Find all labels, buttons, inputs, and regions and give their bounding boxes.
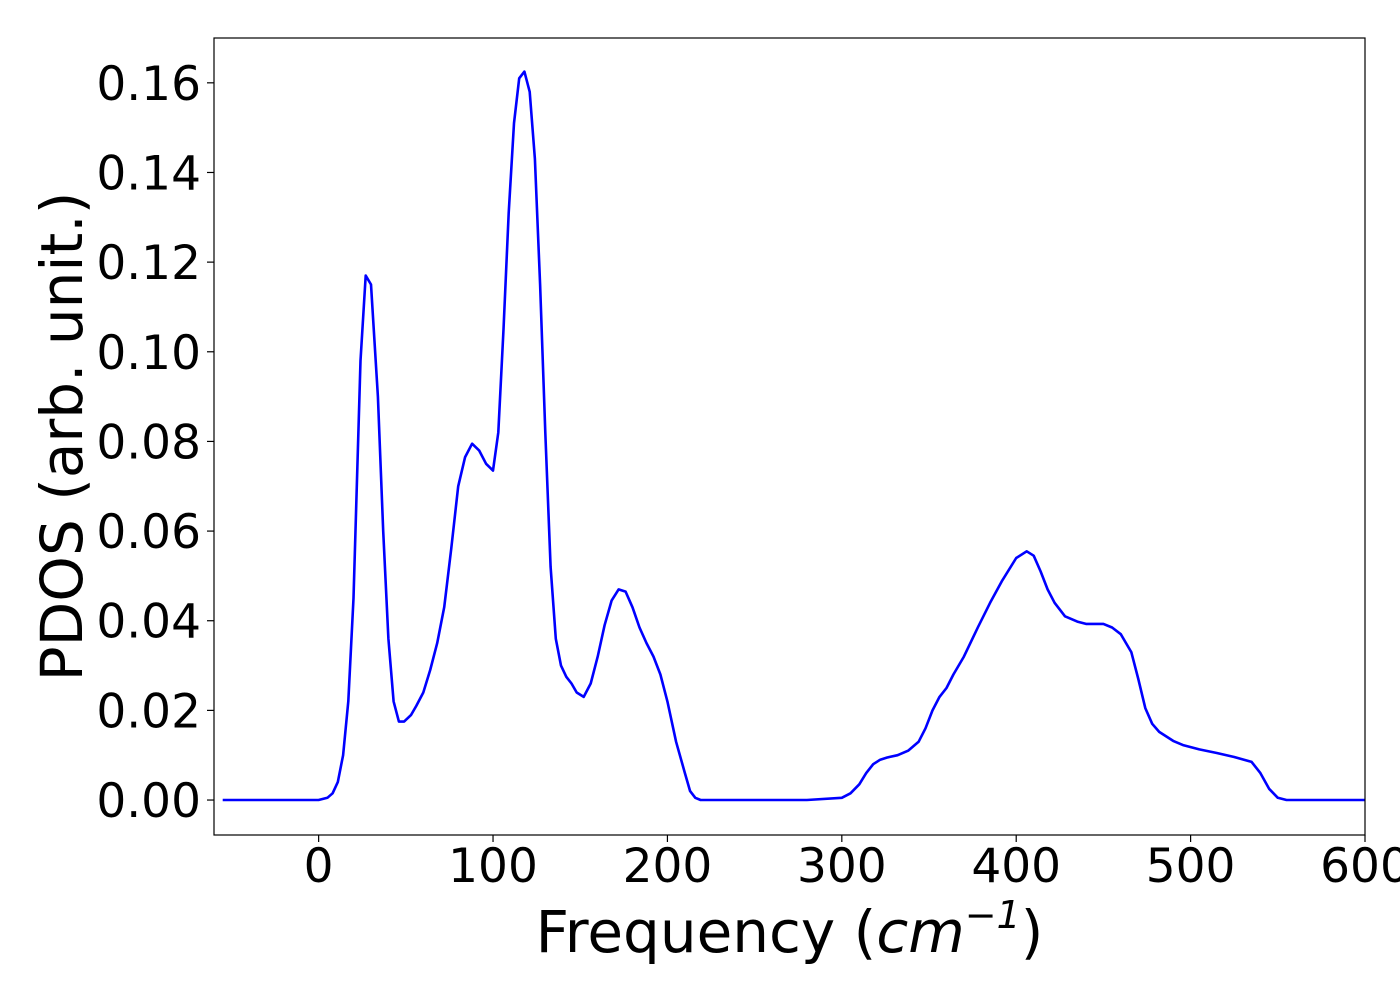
- y-tick-label: 0.08: [96, 415, 201, 470]
- x-tick-label: 100: [448, 839, 538, 894]
- y-tick-label: 0.12: [96, 236, 201, 291]
- plot-area: [222, 70, 1365, 802]
- x-tick-label: 600: [1320, 839, 1400, 894]
- x-axis-title-unit: cm: [876, 898, 964, 966]
- y-tick-label: 0.14: [96, 146, 201, 201]
- x-tick-label: 400: [971, 839, 1061, 894]
- y-axis-title: PDOS (arb. unit.): [28, 192, 96, 682]
- x-axis-title-exponent: −1: [965, 893, 1021, 937]
- x-axis-title-prefix: Frequency (: [536, 898, 877, 966]
- y-axis-ticks: 0.00 0.02 0.04 0.06 0.08 0.10 0.12 0.14 0.16: [96, 57, 214, 829]
- y-tick-label: 0.16: [96, 57, 201, 112]
- y-tick-label: 0.04: [96, 595, 201, 650]
- x-axis-ticks: 0 100 200 300 400 500 600: [304, 835, 1400, 894]
- x-axis-title-suffix: ): [1021, 898, 1044, 966]
- pdos-series-line: [222, 70, 1365, 802]
- x-tick-label: 300: [797, 839, 887, 894]
- x-tick-label: 200: [623, 839, 713, 894]
- x-axis-title: Frequency (cm−1): [536, 893, 1044, 966]
- y-tick-label: 0.06: [96, 505, 201, 560]
- y-tick-label: 0.02: [96, 684, 201, 739]
- axes-frame: [213, 37, 1366, 836]
- x-tick-label: 0: [304, 839, 334, 894]
- x-tick-label: 500: [1146, 839, 1236, 894]
- y-tick-label: 0.00: [96, 774, 201, 829]
- y-tick-label: 0.10: [96, 326, 201, 381]
